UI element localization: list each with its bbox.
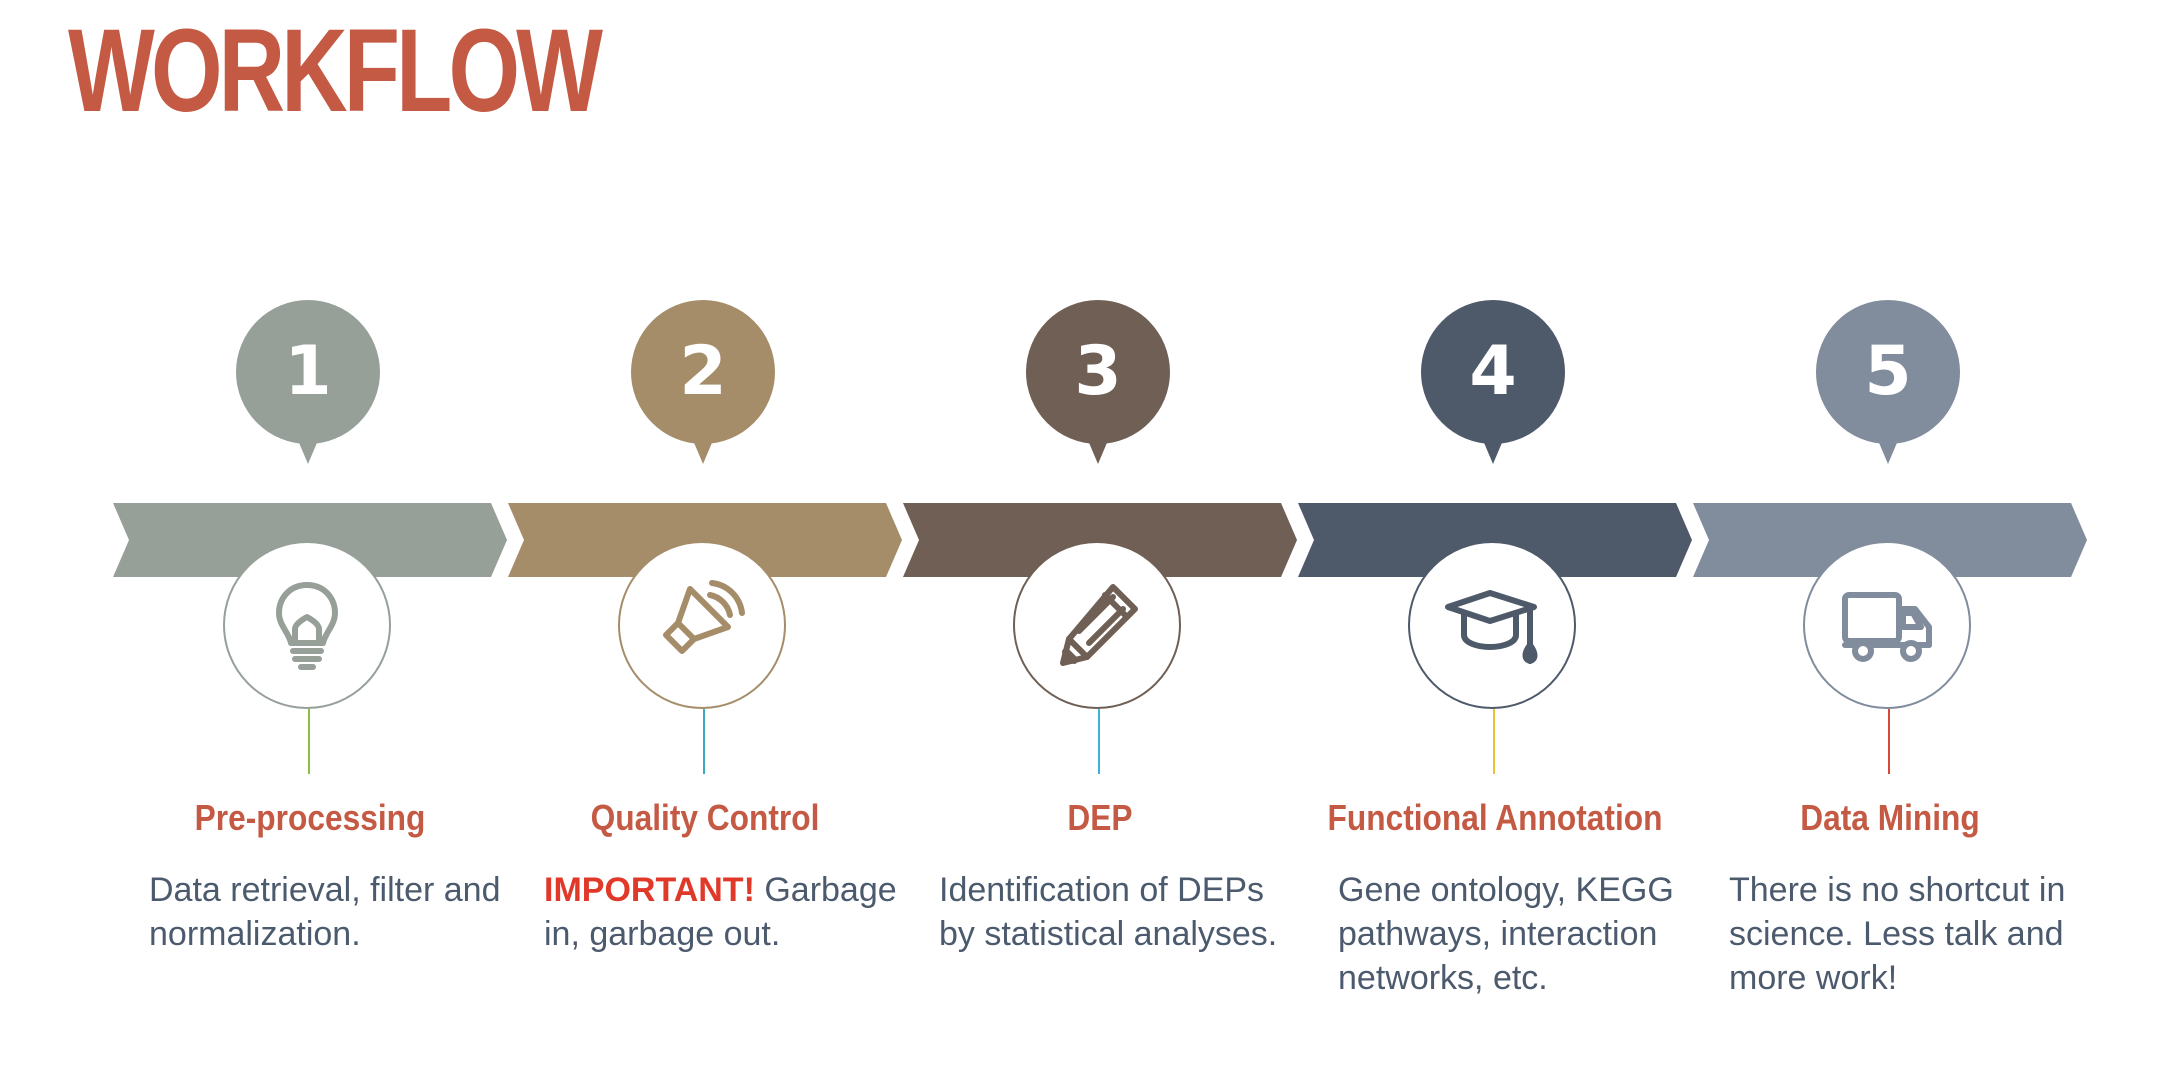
pencil-icon [1060, 584, 1138, 666]
chevron-arrow [508, 503, 902, 577]
workflow-step-2: 2 Quality Control IMPORTANT! Garbage in,… [508, 0, 902, 1072]
step-description: There is no shortcut in science. Less ta… [1729, 868, 2089, 1000]
step-number-badge: 4 [1421, 300, 1565, 464]
step-description-text: There is no shortcut in science. Less ta… [1729, 871, 2066, 997]
connector-line [703, 709, 705, 774]
lightbulb-icon [276, 582, 338, 670]
chevron-arrow [903, 503, 1297, 577]
step-description-text: Garbage in, garbage out. [544, 871, 897, 953]
connector-line [1888, 709, 1890, 774]
step-description: Data retrieval, filter and normalization… [149, 868, 509, 956]
chevron-arrow [1693, 503, 2087, 577]
step-number-badge: 2 [631, 300, 775, 464]
icon-circle [1408, 541, 1576, 709]
step-number-badge: 1 [236, 300, 380, 464]
step-number: 1 [284, 332, 332, 411]
truck-icon [1842, 592, 1932, 662]
speaker-icon [663, 580, 745, 654]
icon-circle [1013, 541, 1181, 709]
connector-line [1493, 709, 1495, 774]
step-description-text: Gene ontology, KEGG pathways, interactio… [1338, 871, 1674, 997]
connector-line [1098, 709, 1100, 774]
workflow-step-5: 5 Data Mining There is no shortcut in sc… [1693, 0, 2087, 1072]
step-title: Quality Control [590, 797, 820, 838]
step-description: Gene ontology, KEGG pathways, interactio… [1338, 868, 1698, 1000]
connector-line [308, 709, 310, 774]
step-number: 4 [1469, 332, 1517, 411]
step-number-badge: 3 [1026, 300, 1170, 464]
step-title: DEP [1067, 797, 1133, 838]
step-description-text: Data retrieval, filter and normalization… [149, 871, 501, 953]
step-number: 2 [679, 332, 727, 411]
important-label: IMPORTANT! [544, 871, 755, 909]
icon-circle [223, 541, 391, 709]
step-description: Identification of DEPs by statistical an… [939, 868, 1299, 956]
workflow-step-4: 4 Functional Annotation Gene ontology, K… [1298, 0, 1692, 1072]
graduation-cap-icon [1445, 590, 1538, 664]
workflow-step-3: 3 DEP Identification of DEPs by statisti… [903, 0, 1297, 1072]
step-number: 3 [1074, 332, 1122, 411]
step-title: Functional Annotation [1327, 797, 1663, 838]
step-number-badge: 5 [1816, 300, 1960, 464]
step-description: IMPORTANT! Garbage in, garbage out. [544, 868, 904, 956]
step-description-text: Identification of DEPs by statistical an… [939, 871, 1278, 953]
page-title: WORKFLOW [68, 5, 603, 137]
chevron-arrow [1298, 503, 1692, 577]
workflow-step-1: 1 Pre-processing Data retrieval, filter … [113, 0, 507, 1072]
step-number: 5 [1864, 332, 1912, 411]
icon-circle [618, 541, 786, 709]
icon-circle [1803, 541, 1971, 709]
step-title: Pre-processing [194, 797, 426, 838]
step-title: Data Mining [1800, 797, 1980, 838]
chevron-arrow [113, 503, 507, 577]
